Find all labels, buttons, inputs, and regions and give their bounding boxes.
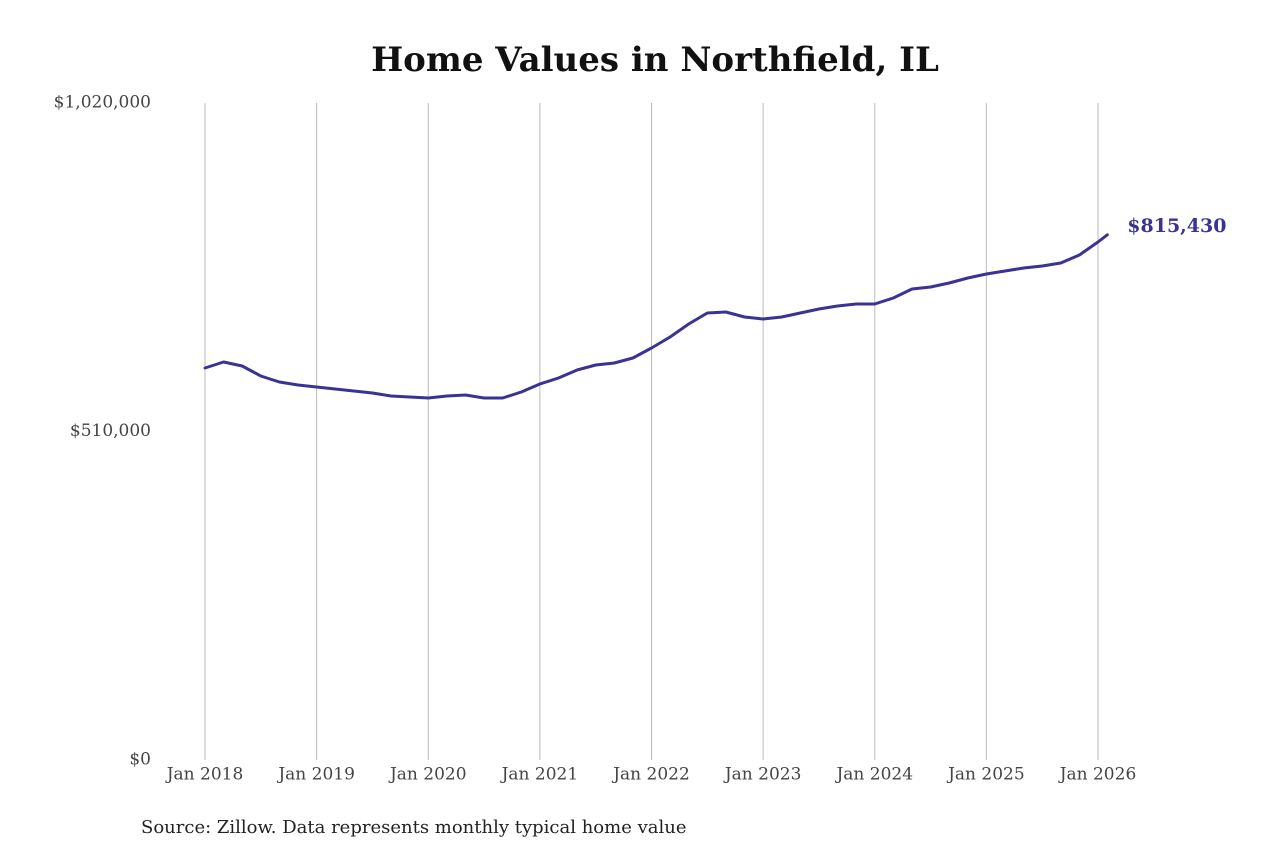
data-line <box>203 233 1109 400</box>
chart-title: Home Values in Northfield, IL <box>371 40 939 80</box>
x-tick-label: Jan 2018 <box>165 765 244 785</box>
x-tick-label: Jan 2024 <box>834 765 913 785</box>
source-note: Source: Zillow. Data represents monthly … <box>141 817 687 838</box>
x-tick-label: Jan 2022 <box>611 765 690 785</box>
x-tick-label: Jan 2026 <box>1058 765 1137 785</box>
y-tick-label: $510,000 <box>70 421 151 441</box>
x-tick-label: Jan 2021 <box>500 765 579 785</box>
x-tick-label: Jan 2023 <box>723 765 802 785</box>
x-tick-label: Jan 2019 <box>276 765 355 785</box>
y-tick-label: $1,020,000 <box>54 93 151 113</box>
value-label: $815,430 <box>1127 215 1226 237</box>
x-tick-label: Jan 2020 <box>388 765 467 785</box>
y-tick-label: $0 <box>129 750 151 770</box>
x-tick-label: Jan 2025 <box>946 765 1025 785</box>
